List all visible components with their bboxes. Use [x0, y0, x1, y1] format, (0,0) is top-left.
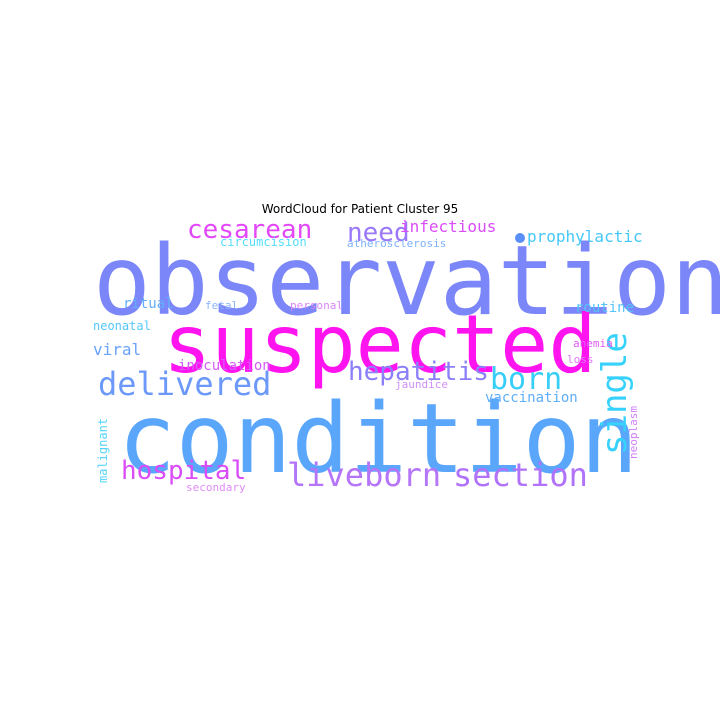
word-malignant: malignant [96, 417, 110, 483]
word-ritual: ritual [123, 296, 174, 312]
word-atherosclerosis: atherosclerosis [347, 237, 447, 250]
word-vaccination: vaccination [485, 390, 578, 406]
word-personal: personal [290, 299, 343, 312]
chart-title: WordCloud for Patient Cluster 95 [261, 202, 459, 216]
word-delivered: delivered [98, 365, 272, 403]
word-neonatal: neonatal [93, 319, 151, 333]
word-routine: routine [575, 300, 635, 316]
word-circumcision: circumcision [220, 235, 307, 249]
word-need: need [347, 218, 410, 248]
word-suspected: suspected [163, 298, 597, 391]
decorative-dot [515, 233, 525, 243]
word-anemia: anemia [573, 337, 613, 350]
word-born: born [490, 362, 563, 397]
word-liveborn: liveborn [287, 456, 442, 494]
word-hepatitis: hepatitis [348, 357, 489, 387]
word-viral: viral [93, 340, 142, 359]
word-secondary: secondary [186, 481, 246, 494]
word-infectious: infectious [400, 217, 497, 236]
word-prophylactic: prophylactic [527, 227, 643, 246]
word-jaundice: jaundice [395, 378, 448, 391]
word-observation: observation [93, 225, 720, 337]
word-hospital: hospital [121, 456, 247, 486]
word-cesarean: cesarean [187, 215, 313, 245]
word-neoplasm: neoplasm [627, 406, 640, 459]
word-inoculation: inoculation [178, 358, 271, 374]
word-fetal: fetal [205, 299, 239, 312]
word-condition: condition [118, 383, 639, 495]
word-loss: loss [567, 353, 594, 366]
word-section: section [453, 456, 588, 494]
